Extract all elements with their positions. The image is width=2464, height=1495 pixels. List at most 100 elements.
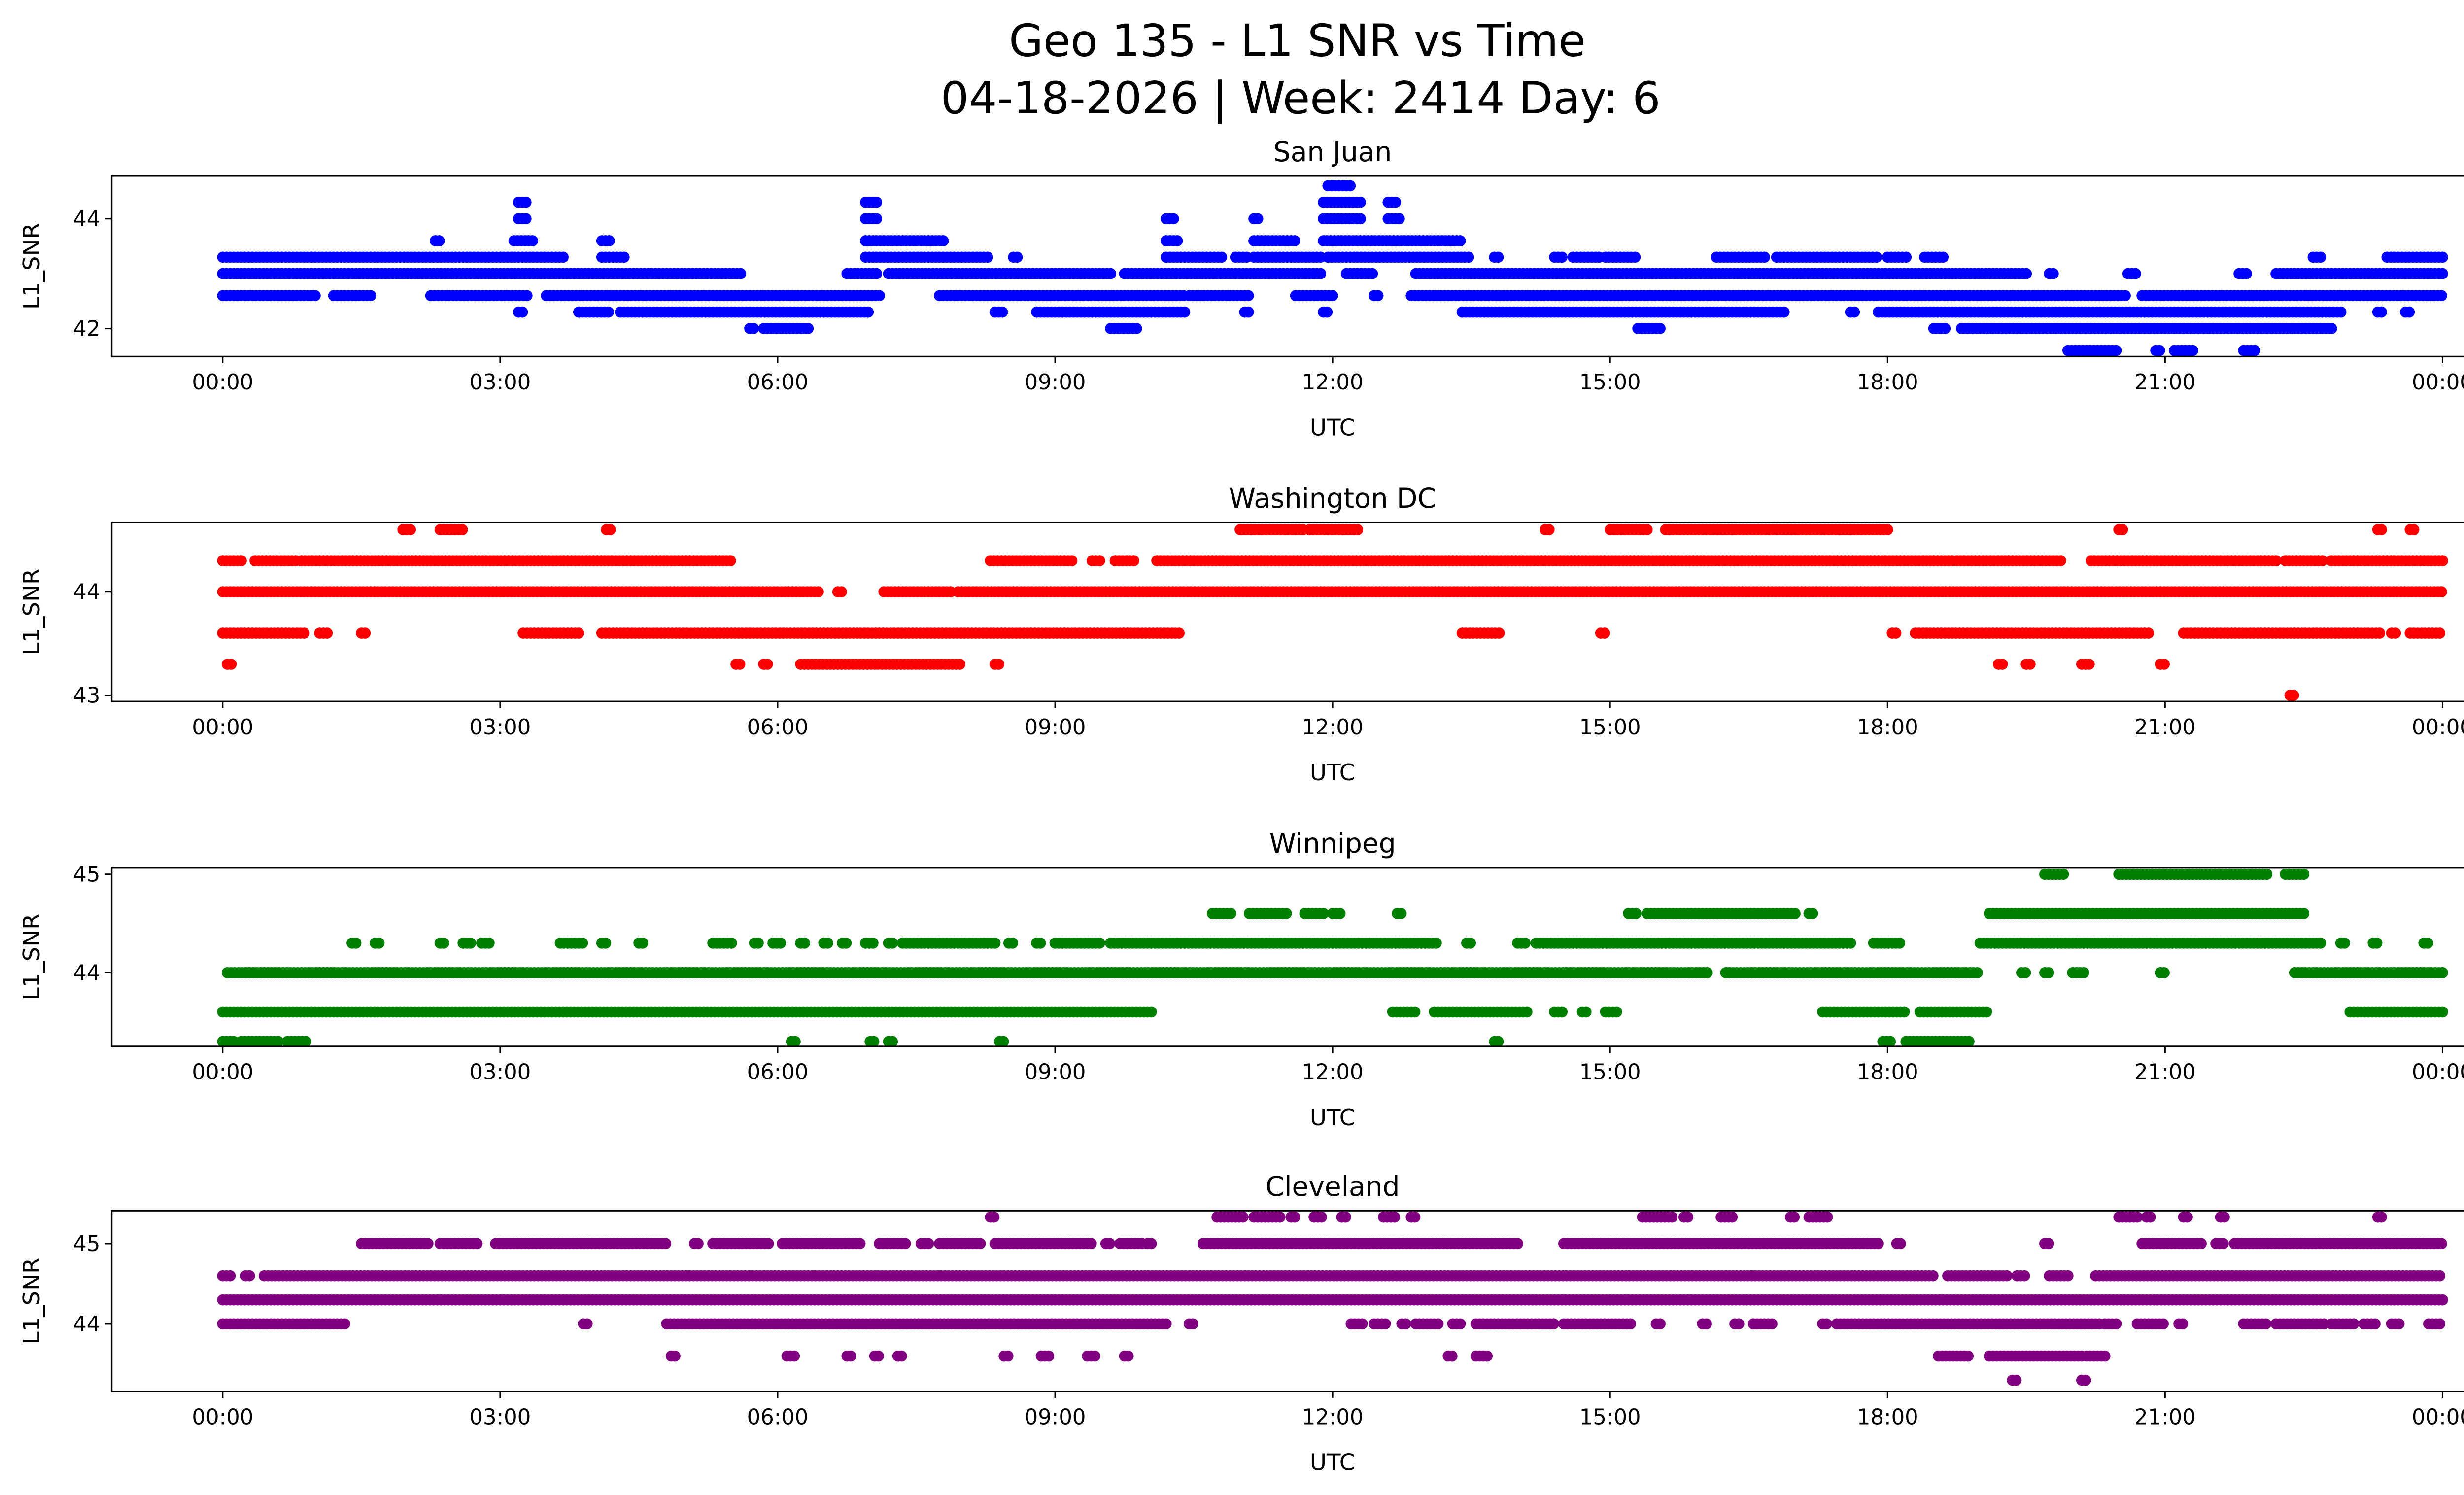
data-point — [1242, 306, 1254, 318]
data-point — [1759, 251, 1770, 263]
data-point — [557, 251, 569, 263]
data-point — [1167, 213, 1179, 225]
data-point — [1894, 938, 1906, 949]
x-tick-label: 09:00 — [1025, 370, 1086, 395]
data-point — [1327, 290, 1338, 302]
data-point — [1519, 938, 1531, 949]
data-point — [874, 290, 885, 302]
data-point — [2048, 268, 2059, 279]
data-point — [1778, 306, 1790, 318]
data-point — [236, 555, 247, 566]
data-point — [2143, 627, 2154, 639]
x-tick-label: 18:00 — [1857, 370, 1918, 395]
data-point — [840, 938, 852, 949]
data-point — [1556, 251, 1568, 263]
x-tick-label: 03:00 — [470, 715, 531, 740]
data-point — [867, 938, 879, 949]
data-point — [761, 659, 773, 670]
data-point — [2436, 290, 2447, 302]
data-point — [1173, 627, 1185, 639]
data-point — [954, 659, 966, 670]
data-point — [1882, 524, 1893, 535]
data-point — [2241, 268, 2252, 279]
data-point — [1848, 306, 1860, 318]
y-tick-label: 44 — [73, 580, 100, 605]
data-point — [1431, 938, 1442, 949]
data-point — [516, 306, 528, 318]
x-tick-label: 12:00 — [1302, 370, 1364, 395]
data-point — [1066, 555, 1078, 566]
x-tick-label: 15:00 — [1579, 715, 1641, 740]
x-tick-label: 03:00 — [470, 370, 531, 395]
data-point — [603, 306, 614, 318]
data-point — [1939, 323, 1951, 334]
data-point — [993, 659, 1005, 670]
x-tick-label: 21:00 — [2134, 715, 2196, 740]
data-point — [438, 938, 449, 949]
x-axis-label: UTC — [1310, 760, 1355, 786]
data-point — [2078, 967, 2089, 978]
data-point — [1871, 251, 1882, 263]
data-point — [1225, 908, 1236, 919]
data-point — [1315, 268, 1327, 279]
panel-title: Winnipeg — [1269, 828, 1396, 859]
data-point — [1454, 235, 1466, 246]
data-point — [724, 555, 736, 566]
data-point — [887, 938, 898, 949]
data-point — [321, 627, 333, 639]
data-point — [2043, 967, 2054, 978]
y-tick-label: 42 — [73, 317, 100, 342]
data-point — [365, 290, 376, 302]
data-point — [2120, 290, 2131, 302]
data-point — [1034, 938, 1046, 949]
x-tick-label: 21:00 — [2134, 370, 2196, 395]
data-point — [937, 235, 949, 246]
data-point — [813, 586, 824, 597]
data-point — [2437, 555, 2448, 566]
data-point — [1807, 908, 1818, 919]
figure-subtitle: 04-18-2026 | Week: 2414 Day: 6 — [941, 72, 1661, 124]
data-point — [1372, 290, 1384, 302]
data-point — [350, 938, 362, 949]
x-tick-label: 06:00 — [747, 370, 809, 395]
data-point — [748, 323, 759, 334]
data-point — [1937, 251, 1949, 263]
data-point — [2436, 586, 2447, 597]
data-point — [1543, 524, 1555, 535]
data-point — [989, 938, 1001, 949]
data-point — [2376, 306, 2387, 318]
data-point — [433, 235, 445, 246]
data-point — [2422, 938, 2433, 949]
data-point — [1493, 627, 1505, 639]
data-point — [1094, 555, 1105, 566]
y-tick-label: 44 — [73, 207, 100, 232]
x-tick-label: 06:00 — [747, 715, 809, 740]
x-tick-label: 12:00 — [1302, 715, 1364, 740]
data-point — [2024, 659, 2036, 670]
data-point — [359, 627, 371, 639]
data-point — [309, 290, 321, 302]
data-point — [1094, 938, 1105, 949]
data-point — [2371, 938, 2383, 949]
data-point — [1355, 196, 1366, 208]
x-tick-label: 00:00 — [192, 715, 253, 740]
data-point — [2110, 345, 2122, 356]
data-point — [2335, 306, 2347, 318]
data-point — [1105, 268, 1116, 279]
data-points — [217, 180, 2448, 356]
data-point — [1216, 251, 1228, 263]
data-point — [996, 306, 1008, 318]
data-point — [405, 524, 416, 535]
data-point — [2083, 659, 2095, 670]
data-point — [2154, 345, 2165, 356]
data-point — [1492, 251, 1504, 263]
x-axis-label: UTC — [1310, 415, 1355, 441]
data-point — [2403, 306, 2415, 318]
x-tick-label: 00:00 — [2412, 715, 2464, 740]
panel-title: Washington DC — [1229, 483, 1437, 514]
data-point — [2298, 869, 2310, 880]
data-point — [836, 586, 847, 597]
figure-title: Geo 135 - L1 SNR vs Time — [1009, 15, 1585, 67]
data-point — [298, 627, 310, 639]
data-point — [1395, 908, 1407, 919]
